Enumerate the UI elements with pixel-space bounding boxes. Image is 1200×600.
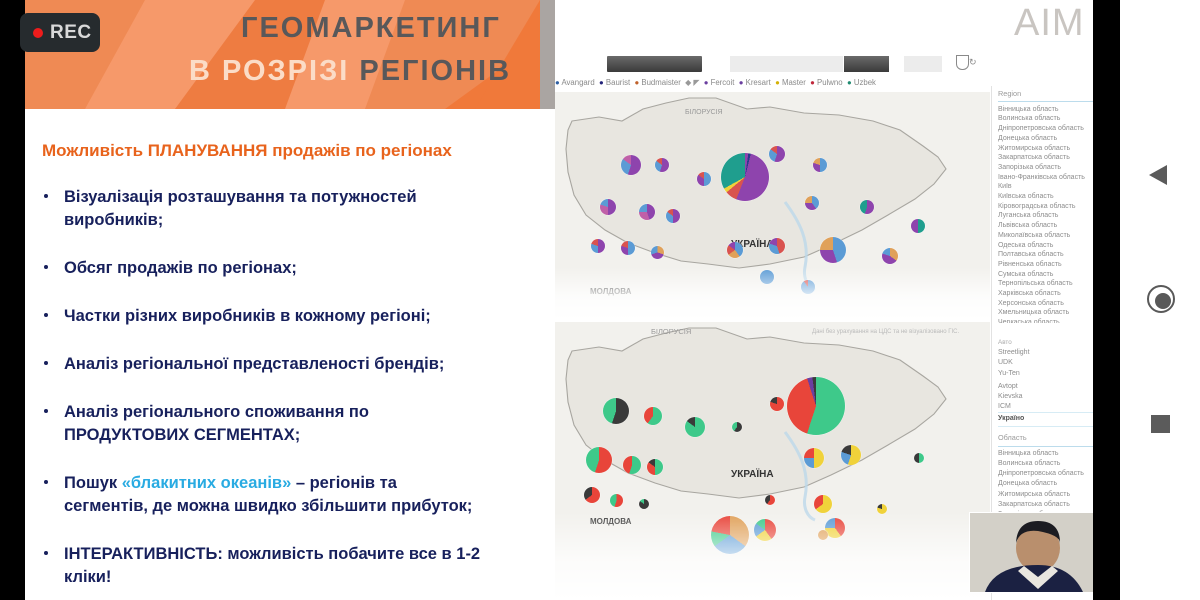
- svg-text:БІЛОРУСІЯ: БІЛОРУСІЯ: [651, 327, 691, 336]
- svg-text:БІЛОРУСІЯ: БІЛОРУСІЯ: [685, 109, 723, 116]
- svg-text:УКРАЇНА: УКРАЇНА: [731, 467, 774, 480]
- svg-text:Дані без урахування на ЦДС та: Дані без урахування на ЦДС та не візуалі…: [812, 329, 959, 335]
